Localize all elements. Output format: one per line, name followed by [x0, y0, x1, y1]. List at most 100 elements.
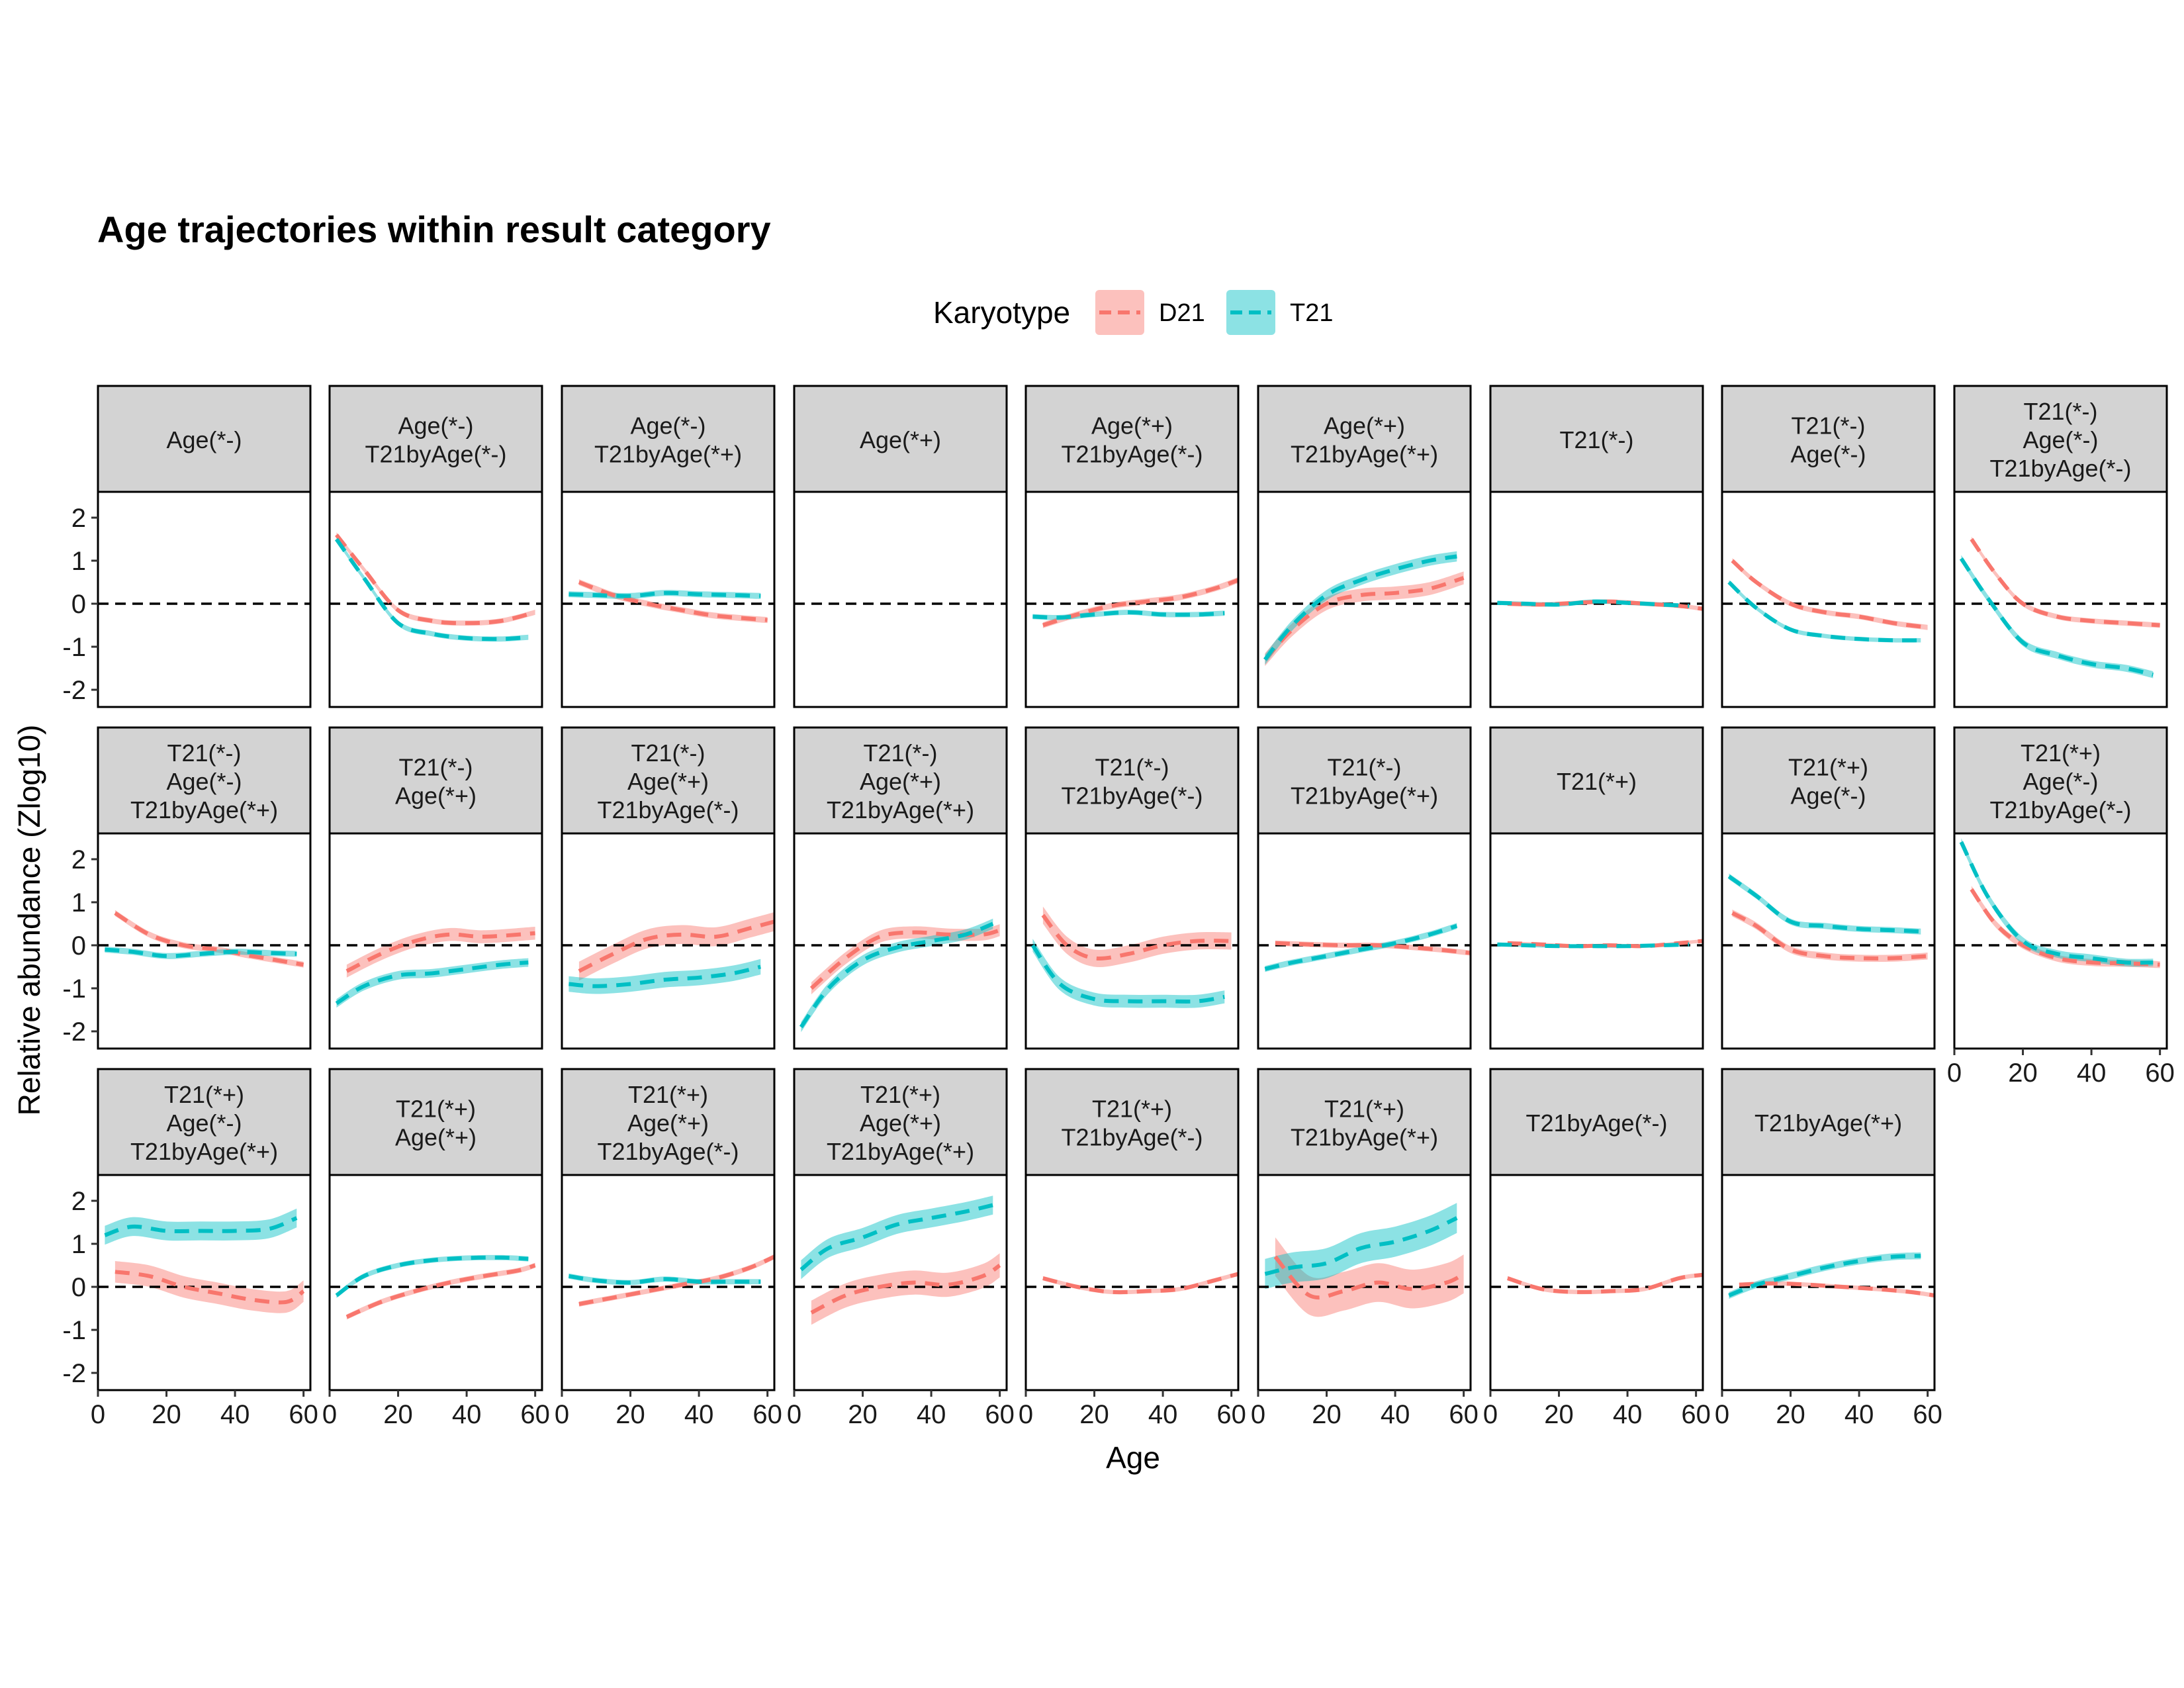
- plot-content: [1490, 599, 1703, 611]
- series-line-t21: [569, 590, 761, 598]
- facet-title: T21(*-) Age(*-) T21byAge(*+): [130, 739, 278, 823]
- facet-title-line: T21byAge(*-): [597, 1138, 739, 1165]
- facet-title-line: T21byAge(*+): [1291, 441, 1438, 468]
- facet-title-line: T21(*-): [1791, 412, 1865, 440]
- y-tick-label: 0: [71, 931, 86, 961]
- facet-strip: [1257, 1068, 1472, 1176]
- plot-area: [562, 833, 774, 1049]
- facet-title-line: Age(*+): [860, 426, 941, 453]
- legend-title: Karyotype: [933, 295, 1070, 330]
- facet-title-line: Age(*-): [398, 412, 473, 440]
- facet-title: T21(*+) Age(*+) T21byAge(*+): [827, 1081, 974, 1165]
- facet-panel: T21(*+): [1489, 726, 1704, 1050]
- x-tick-label: 20: [152, 1400, 181, 1429]
- facet-strip: [793, 385, 1008, 493]
- facet-panel: T21(*-): [1489, 385, 1704, 708]
- facet-panel: T21(*-) Age(*-) T21byAge(*-): [1953, 385, 2168, 708]
- facet-title: T21(*+) Age(*+): [395, 1096, 477, 1151]
- facet-panel: T21(*+) T21byAge(*-) 0 20 40 60: [1019, 1068, 1246, 1429]
- plot-content: [562, 579, 774, 624]
- plot-border: [1024, 491, 1240, 708]
- plot-border: [1257, 832, 1472, 1050]
- plot-area: [1722, 833, 1934, 1049]
- facet-title-line: T21byAge(*+): [130, 796, 278, 823]
- facet-title-line: Age(*-): [630, 412, 705, 440]
- facet-panel: T21(*-) Age(*+) T21byAge(*+): [793, 726, 1008, 1050]
- facet-title-line: T21(*-): [863, 739, 937, 767]
- y-tick-label: -1: [62, 633, 86, 662]
- facet-title-line: Age(*+): [627, 1109, 709, 1137]
- confidence-band-d21: [578, 912, 774, 981]
- plot-content: [98, 910, 310, 968]
- series-line-t21: [1263, 554, 1457, 661]
- x-tick-label: 60: [289, 1400, 318, 1429]
- facet-title: T21(*-) Age(*+) T21byAge(*+): [827, 739, 974, 823]
- plot-area: [1954, 833, 2167, 1049]
- facet-title: Age(*+) T21byAge(*+): [1291, 412, 1438, 468]
- facet-strip: [97, 385, 312, 493]
- series-line-t21: [1728, 1254, 1921, 1297]
- facet-panel: Age(*-) T21byAge(*-): [328, 385, 543, 708]
- plot-border: [328, 1174, 543, 1391]
- plot-area: [1490, 492, 1703, 707]
- plot-area: [98, 492, 310, 707]
- facet-panel: T21(*-) Age(*+): [328, 726, 543, 1050]
- facet-panel: T21byAge(*+) 0 20 40 60: [1715, 1068, 1942, 1429]
- facet-title-line: T21(*-): [1327, 754, 1401, 781]
- series-line-t21: [335, 961, 529, 1006]
- confidence-band-d21: [1042, 906, 1232, 968]
- x-tick-label: 40: [1613, 1400, 1643, 1429]
- confidence-band-t21: [1729, 873, 1921, 935]
- facet-panel: T21(*-) T21byAge(*+): [1257, 726, 1472, 1050]
- facet-strip: [1489, 1068, 1704, 1176]
- x-axis-label: Age: [1106, 1440, 1160, 1475]
- facet-title-line: Age(*-): [166, 426, 242, 453]
- plot-content: [330, 532, 542, 642]
- series-line-t21: [568, 1274, 761, 1285]
- facet-strip: [1721, 385, 1936, 493]
- plot-border: [1953, 491, 2168, 708]
- facet-title-line: Age(*+): [1324, 412, 1405, 440]
- plot-content: [794, 1196, 1007, 1325]
- legend: Karyotype D21 T21: [933, 290, 1333, 335]
- plot-content: [562, 1254, 774, 1307]
- y-tick-label: 2: [71, 1187, 86, 1216]
- series-line-t21: [1959, 557, 2154, 677]
- plot-area: [1490, 1175, 1703, 1390]
- legend-label: T21: [1290, 299, 1333, 327]
- facet-title: T21(*-): [1559, 426, 1633, 453]
- series-line-d21: [335, 534, 536, 626]
- plot-content: [794, 918, 1007, 1033]
- facet-title-line: T21(*-): [398, 754, 473, 781]
- legend-item-t21: T21: [1226, 290, 1333, 335]
- plot-content: [1954, 536, 2167, 679]
- facet-title: T21(*-) Age(*-) T21byAge(*-): [1989, 398, 2131, 482]
- facet-title-line: T21byAge(*+): [1291, 1124, 1438, 1151]
- x-tick-label: 20: [848, 1400, 878, 1429]
- plot-content: [1258, 551, 1471, 667]
- series-line-d21: [1041, 914, 1232, 961]
- confidence-band-d21: [811, 1253, 1000, 1325]
- facet-title-line: Age(*-): [166, 768, 242, 795]
- facet-title: T21(*-) T21byAge(*-): [1061, 754, 1203, 810]
- plot-border: [561, 1174, 776, 1391]
- plot-content: [1258, 1203, 1471, 1317]
- plot-content: [330, 1254, 542, 1320]
- facet-strip: [561, 385, 776, 493]
- facet-panel: Age(*+) T21byAge(*-): [1024, 385, 1240, 708]
- y-tick-label: -2: [62, 1359, 86, 1388]
- series-line-d21: [1042, 1272, 1238, 1295]
- facet-title-line: T21byAge(*-): [1525, 1109, 1667, 1137]
- facet-title-line: T21(*+): [164, 1081, 244, 1108]
- series-line-t21: [1497, 942, 1690, 949]
- plot-border: [793, 491, 1008, 708]
- x-tick-label: 60: [1449, 1400, 1479, 1429]
- facet-title: T21(*-) Age(*+) T21byAge(*-): [597, 739, 739, 823]
- facet-title-line: T21(*+): [2021, 739, 2101, 767]
- x-tick-label: 0: [322, 1400, 337, 1429]
- plot-border: [1257, 491, 1472, 708]
- facet-strip: [328, 1068, 543, 1176]
- y-tick-label: 0: [71, 1273, 86, 1302]
- series-line-t21: [105, 947, 297, 959]
